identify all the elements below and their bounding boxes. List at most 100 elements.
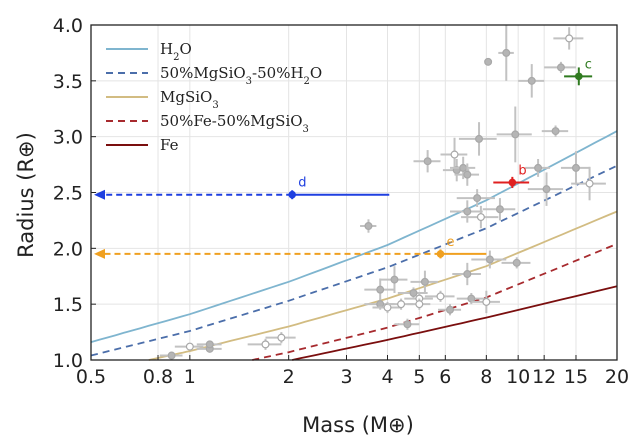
highlight-points: b c d e [94,57,593,259]
legend-subscript: 2 [173,52,179,63]
x-tick-label: 2 [283,366,295,388]
measurement-point [458,122,497,156]
y-tick-label: 4.0 [53,15,83,37]
point-marker [551,127,560,136]
x-tick-label: 6 [439,366,451,388]
point-marker [475,134,484,143]
point-marker [585,179,594,188]
measurement-point [407,298,431,310]
y-tick-label: 3.0 [53,127,83,149]
measurement-point [438,304,462,316]
x-tick-label: 1 [184,366,196,388]
point-marker [575,72,583,81]
point-marker [511,130,520,139]
highlight-point: b [493,163,530,189]
point-marker [436,250,445,258]
model-curve [90,164,618,357]
model-curves [90,130,618,361]
legend-label: Fe [160,136,179,154]
highlight-point: c [564,57,593,86]
legend-text-part: 50%Fe-50%MgSiO [160,112,303,130]
measurement-point [518,64,545,98]
point-marker [542,185,551,194]
measurement-point [265,332,296,344]
legend-entry: Fe [106,136,179,154]
x-tick-label: 15 [564,366,588,388]
point-marker [167,351,176,360]
x-tick-label: 10 [506,366,530,388]
measurement-point [496,106,532,163]
legend-entry: 50%Fe-50%MgSiO3 [106,112,309,135]
measurement-point [544,61,576,74]
point-marker [476,213,485,222]
y-tick-label: 1.0 [53,350,83,372]
upper-limit-arrowhead [94,189,105,200]
point-marker [463,270,472,279]
point-label: d [298,176,306,191]
measurement-point [527,172,564,206]
legend-subscript: 3 [246,76,252,87]
x-axis-title: Mass (M⊕) [302,413,414,437]
measurement-point [440,137,468,172]
point-marker [482,297,491,306]
point-marker [485,255,494,264]
measurement-point [397,287,428,299]
legend-label: H2O [160,40,192,63]
legend-subscript: 2 [304,76,310,87]
legend-label: MgSiO3 [160,88,219,111]
model-curve [292,285,618,361]
point-marker [415,300,424,309]
y-tick-label: 2.0 [53,238,83,260]
point-marker [423,157,432,166]
measurement-point [360,219,377,233]
legend-entry: MgSiO3 [106,88,219,111]
point-marker [390,275,399,284]
legend-subscript: 3 [303,124,309,135]
measurement-point [484,57,493,66]
legend-label: 50%MgSiO3-50%H2O [160,64,322,87]
point-label: e [446,235,454,250]
measurement-point [541,125,569,137]
point-marker [565,34,574,43]
point-marker [502,48,511,57]
point-marker [534,163,543,172]
y-axis-title: Radius (R⊕) [14,132,38,258]
measurement-point [196,340,222,349]
model-curve [148,210,618,361]
point-marker [484,57,493,66]
measurement-point [501,257,531,269]
x-tick-label: 5 [413,366,425,388]
x-tick-label: 0.5 [76,366,106,388]
legend-entry: 50%MgSiO3-50%H2O [106,64,322,87]
point-marker [463,170,472,179]
legend: H2O50%MgSiO3-50%H2OMgSiO350%Fe-50%MgSiO3… [106,40,322,154]
point-marker [376,285,385,294]
model-curve [90,130,618,343]
point-marker [512,258,521,267]
point-marker [397,300,406,309]
model-curve [252,243,618,361]
measurement-point [560,151,590,185]
measurement-point [394,318,420,330]
upper-limit-arrowhead [94,248,105,259]
legend-text-part: O [179,40,191,58]
axis-ticks: 0.5 0.8 1 2 3 4 5 6 8 10 12 15 201.01.52.02.53.03.54… [53,15,629,388]
point-marker [277,333,286,342]
point-marker [459,163,468,172]
point-marker [205,340,214,349]
point-marker [463,207,472,216]
legend-text-part: -50%H [252,64,304,82]
point-marker [495,205,504,214]
point-marker [446,305,455,314]
measurement-point [454,163,480,186]
y-tick-label: 1.5 [53,294,83,316]
measurement-point [424,290,455,302]
measurement-point [380,266,408,293]
point-marker [185,342,194,351]
point-marker [556,63,565,72]
highlight-point: e [94,235,487,259]
point-marker [473,194,482,203]
highlight-point: d [94,176,390,200]
measurement-point [471,290,500,314]
